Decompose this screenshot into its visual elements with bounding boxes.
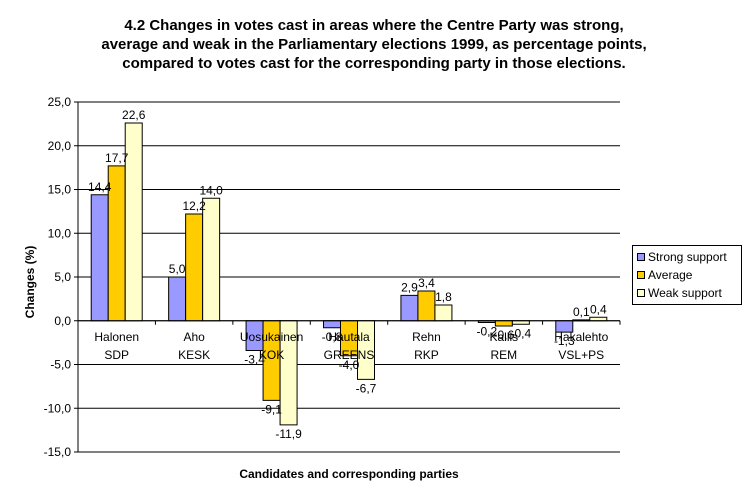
- category-party-label: RKP: [414, 348, 439, 362]
- bar: [494, 320, 513, 327]
- y-tick-label: 20,0: [48, 139, 72, 153]
- category-candidate-label: Hakalehto: [554, 330, 608, 344]
- data-label: 1,8: [435, 290, 452, 304]
- bars: [90, 122, 608, 426]
- category-party-label: KESK: [178, 348, 210, 362]
- category-candidate-label: Kallis: [490, 330, 519, 344]
- axes: 25,0 20,0 15,0 10,0 5,0 0,0 -5,0 -10,0 -15,0: [44, 95, 621, 459]
- category-party-label: GREENS: [324, 348, 375, 362]
- x-axis-title: Candidates and corresponding parties: [239, 467, 459, 481]
- legend-label-strong-support: Strong support: [648, 250, 727, 264]
- category-candidate-label: Rehn: [412, 330, 441, 344]
- legend-label-average: Average: [648, 268, 693, 282]
- category-party-label: VSL+PS: [558, 348, 604, 362]
- data-label: 5,0: [169, 262, 186, 276]
- y-axis-title: Changes (%): [23, 246, 37, 319]
- legend-swatch-strong-support: [637, 253, 645, 261]
- data-label: -11,9: [275, 427, 302, 441]
- bar: [400, 294, 419, 322]
- data-label: -3,4: [244, 353, 265, 367]
- data-label: -0,2: [477, 325, 498, 339]
- chart-title-line-1: 4.2 Changes in votes cast in areas where…: [124, 17, 624, 34]
- data-label: 22,6: [122, 108, 146, 122]
- data-label: 0,1: [573, 305, 590, 319]
- category-candidate-label: Hautala: [328, 330, 370, 344]
- chart-title: 4.2 Changes in votes cast in areas where…: [0, 16, 748, 73]
- category-candidate-label: Uosukainen: [240, 330, 303, 344]
- bar: [168, 276, 187, 322]
- data-label: 3,4: [418, 276, 435, 290]
- legend-label-weak-support: Weak support: [648, 286, 722, 300]
- y-tick-label: -10,0: [44, 401, 72, 415]
- data-label: -9,1: [261, 402, 282, 416]
- y-tick-label: 25,0: [48, 95, 72, 109]
- bar: [434, 304, 453, 322]
- data-label: 14,0: [199, 183, 223, 197]
- chart-title-line-2: average and weak in the Parliamentary el…: [101, 36, 647, 53]
- bar: [589, 316, 608, 322]
- bar: [323, 320, 341, 329]
- y-tick-label: 5,0: [54, 270, 71, 284]
- data-label: -6,7: [356, 381, 377, 395]
- chart-title-line-3: compared to votes cast for the correspon…: [122, 55, 626, 72]
- data-label: 0,4: [590, 302, 607, 316]
- bar: [90, 194, 109, 322]
- bar: [417, 290, 436, 322]
- legend-swatch-weak-support: [637, 289, 645, 297]
- data-label: -4,0: [339, 358, 360, 372]
- legend-swatch-average: [637, 271, 645, 279]
- legend: Strong support Average Weak support: [632, 245, 742, 305]
- category-party-label: REM: [491, 348, 518, 362]
- category-party-label: SDP: [104, 348, 129, 362]
- data-label: -0,8: [322, 330, 343, 344]
- y-tick-label: -5,0: [50, 358, 71, 372]
- data-label: 2,9: [401, 280, 418, 294]
- data-label: -0,6: [494, 328, 515, 342]
- gridlines: [78, 101, 620, 453]
- y-tick-label: 15,0: [48, 183, 72, 197]
- bar: [511, 320, 530, 325]
- bar: [185, 213, 204, 322]
- data-label: 17,7: [105, 151, 129, 165]
- category-candidate-label: Halonen: [94, 330, 139, 344]
- data-label: 12,2: [182, 199, 206, 213]
- category-party-label: KOK: [259, 348, 284, 362]
- y-tick-label: 10,0: [48, 226, 72, 240]
- bar: [202, 197, 221, 322]
- y-tick-label: 0,0: [54, 314, 71, 328]
- y-tick-label: -15,0: [44, 445, 72, 459]
- category-candidate-label: Aho: [183, 330, 205, 344]
- data-label: -0,4: [511, 326, 532, 340]
- labels: 14,4 5,0 -3,4 -0,8 2,9 -0,2 -1,3 17,7 12,2 -9,1 -4…: [88, 108, 609, 441]
- data-label: -1,3: [554, 334, 575, 348]
- data-label: 14,4: [88, 180, 112, 194]
